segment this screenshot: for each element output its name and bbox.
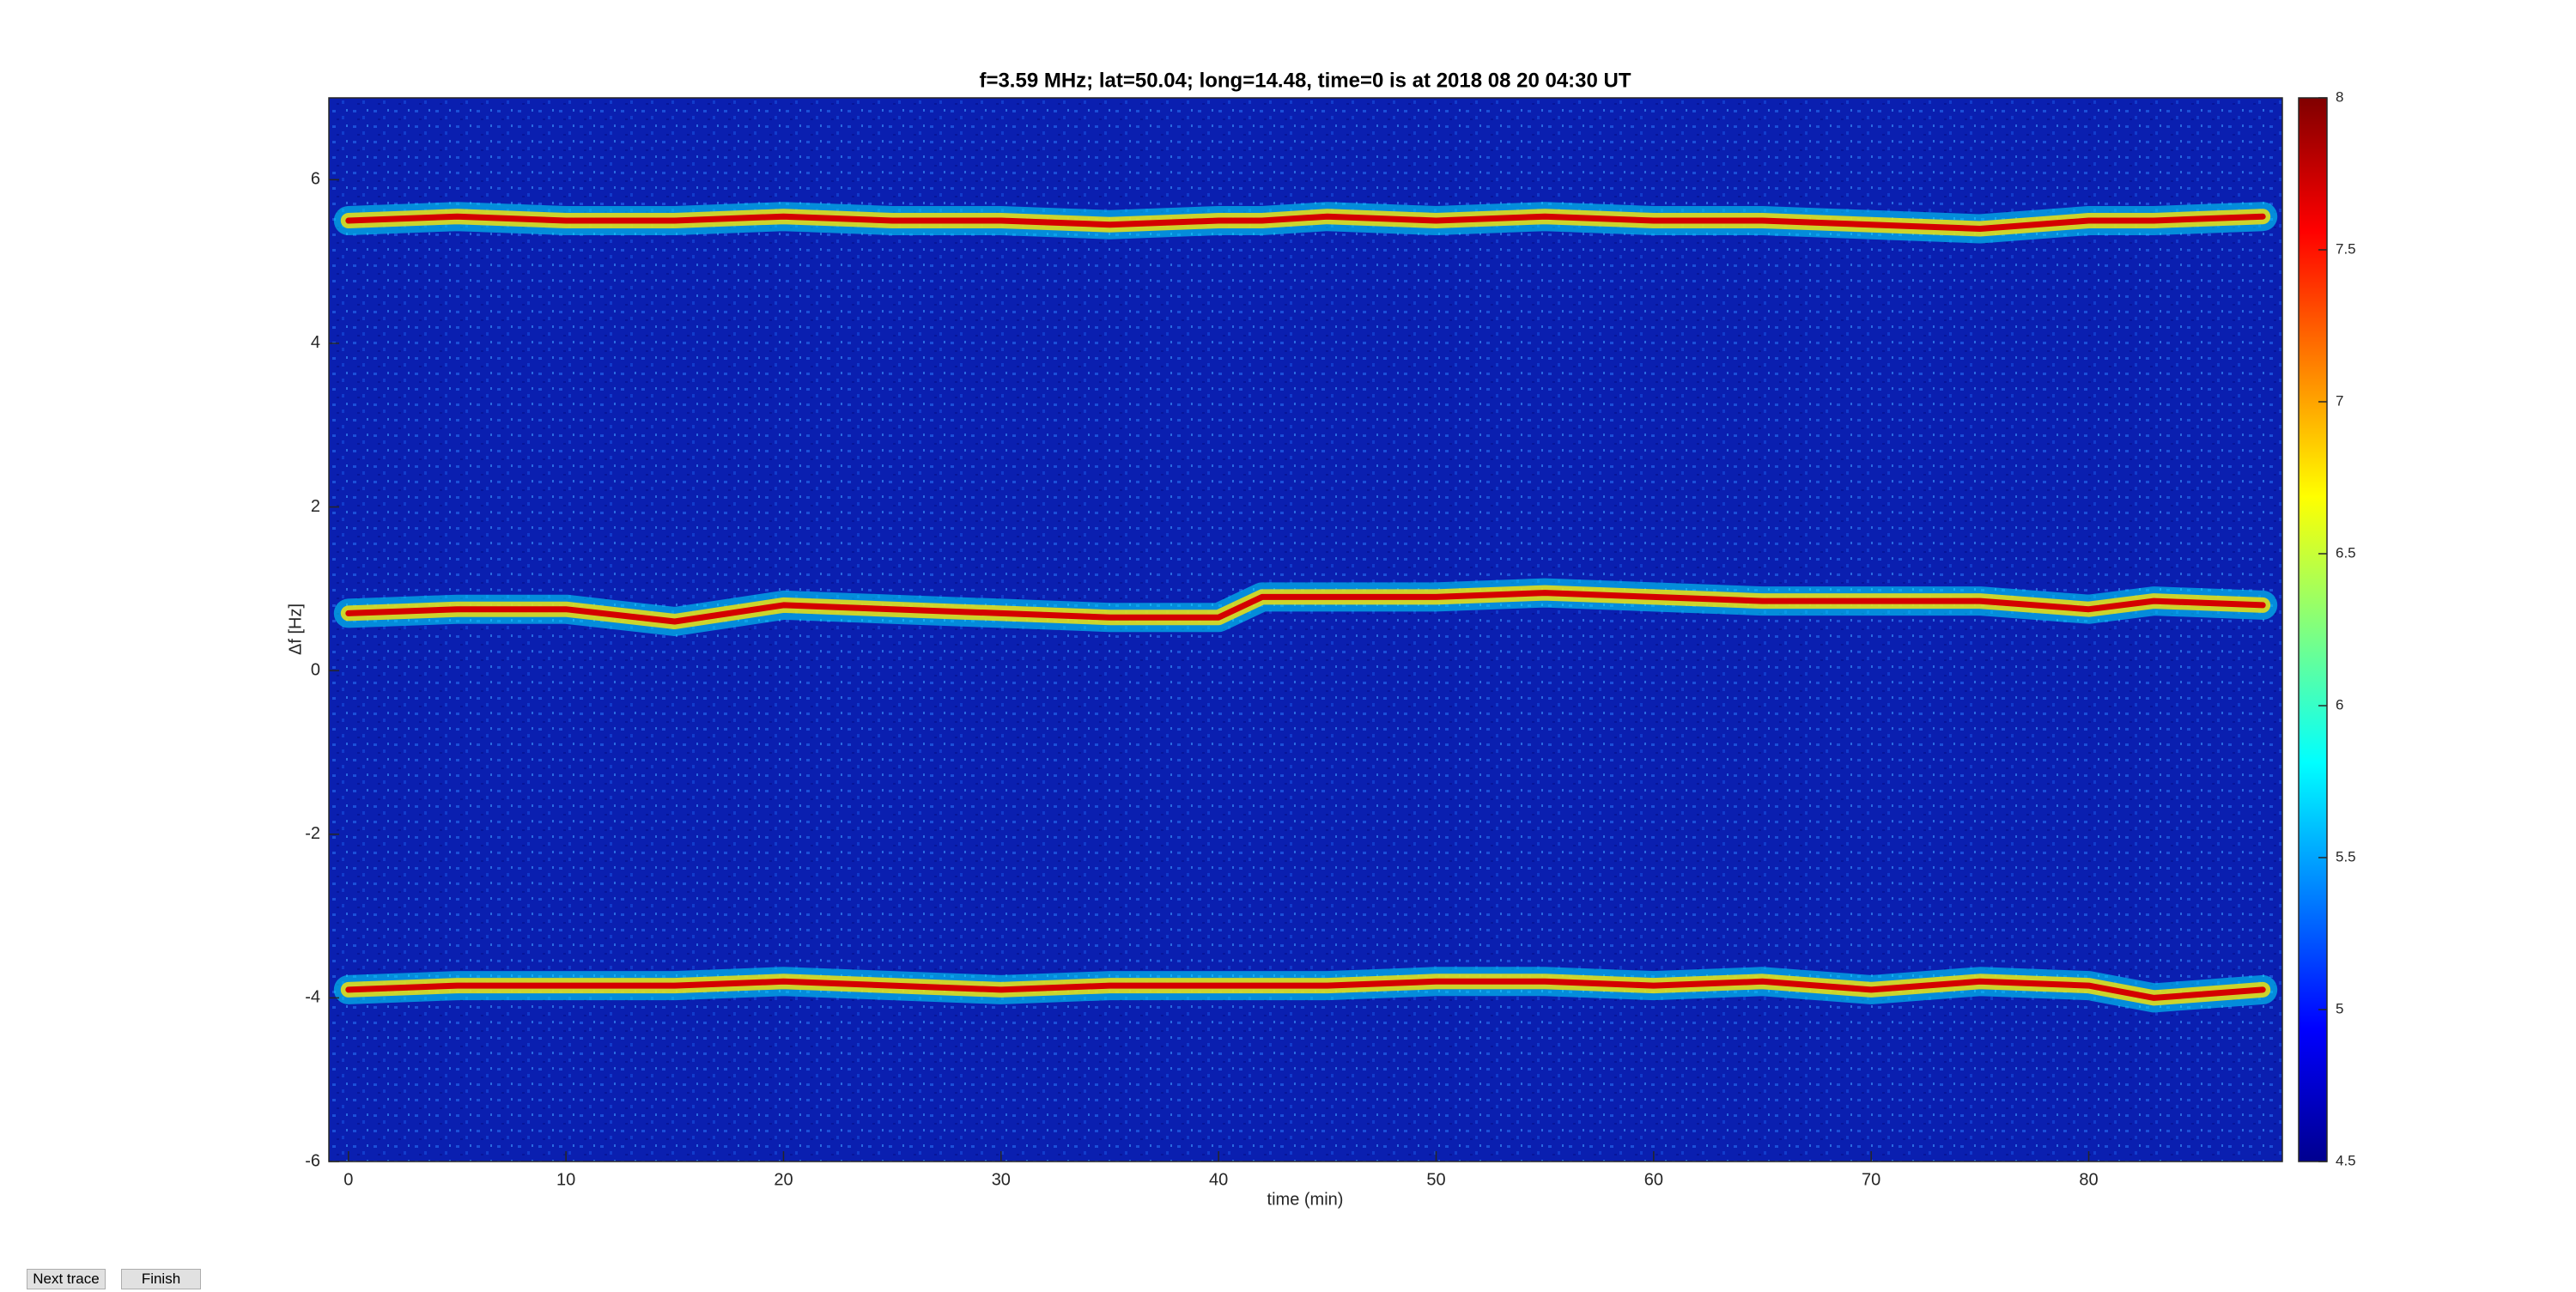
plot-frame [328,97,2283,1162]
colorbar-frame [2298,97,2328,1162]
colorbar [2299,98,2327,1162]
y-tick-label: 2 [311,497,320,516]
x-tick-label: 20 [774,1170,793,1189]
y-tick-label: -2 [305,824,320,843]
x-tick-label: 80 [2079,1170,2098,1189]
trace [345,590,2266,625]
colorbar-tick-label: 7 [2336,392,2343,409]
colorbar-tick-label: 5 [2336,1000,2343,1016]
x-axis-label: time (min) [1267,1190,1344,1209]
trace [345,978,2266,1001]
colorbar-tick-label: 6 [2336,696,2343,713]
x-tick-label: 70 [1862,1170,1880,1189]
colorbar-tick-label: 5.5 [2336,848,2356,864]
x-tick-label: 40 [1209,1170,1228,1189]
y-tick-label: 4 [311,333,320,352]
next-trace-button[interactable]: Next trace [27,1269,106,1289]
chart-title: f=3.59 MHz; lat=50.04; long=14.48, time=… [979,69,1631,92]
y-tick-label: -6 [305,1151,320,1170]
finish-button[interactable]: Finish [121,1269,201,1289]
colorbar-tick-label: 8 [2336,88,2343,105]
x-tick-label: 50 [1426,1170,1445,1189]
colorbar-tick-label: 4.5 [2336,1152,2356,1168]
chart: f=3.59 MHz; lat=50.04; long=14.48, time=… [286,69,2356,1209]
x-tick-label: 60 [1644,1170,1663,1189]
y-tick-label: -4 [305,988,320,1007]
trace [345,213,2266,232]
x-tick-label: 30 [992,1170,1011,1189]
x-tick-label: 0 [343,1170,353,1189]
y-tick-label: 0 [311,660,320,679]
x-tick-label: 10 [556,1170,575,1189]
y-axis-label: Δf [Hz] [286,604,305,655]
y-tick-label: 6 [311,170,320,189]
colorbar-tick-label: 6.5 [2336,544,2356,561]
colorbar-tick-label: 7.5 [2336,240,2356,257]
